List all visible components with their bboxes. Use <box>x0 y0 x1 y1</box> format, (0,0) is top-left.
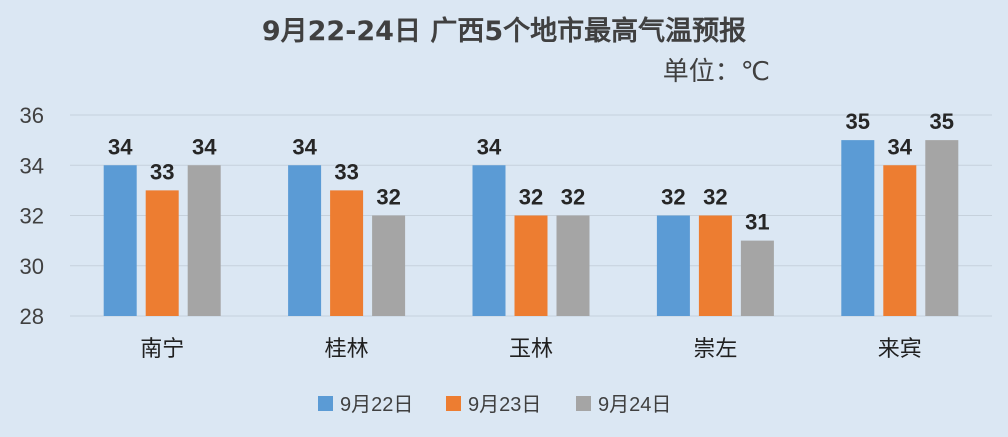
data-label: 34 <box>108 134 133 159</box>
y-tick-label: 34 <box>20 153 44 178</box>
bar <box>145 190 179 316</box>
bar <box>514 215 548 316</box>
bar <box>740 240 774 316</box>
y-tick-label: 28 <box>20 304 44 329</box>
legend-label: 9月24日 <box>598 394 671 416</box>
data-label: 32 <box>661 185 685 210</box>
x-tick-label: 崇左 <box>693 337 737 362</box>
data-label: 32 <box>561 185 585 210</box>
legend-swatch <box>318 396 333 411</box>
bar <box>698 215 732 316</box>
x-axis-ticks: 南宁 桂林 玉林 崇左 来宾 <box>140 337 922 362</box>
chart-title: 9月22-24日 广西5个地市最高气温预报 <box>262 15 746 47</box>
bar <box>883 165 917 316</box>
data-label: 31 <box>745 210 769 235</box>
bar <box>330 190 364 316</box>
data-labels: 34 33 34 34 33 32 34 32 32 32 32 31 35 34 35 <box>108 109 954 235</box>
bar <box>288 165 322 316</box>
x-tick-label: 桂林 <box>325 337 369 362</box>
legend-label: 9月23日 <box>468 394 541 416</box>
y-axis-ticks: 28 30 32 34 36 <box>20 103 44 329</box>
data-label: 35 <box>846 109 870 134</box>
legend-swatch <box>446 396 461 411</box>
x-tick-label: 来宾 <box>878 337 922 362</box>
bar <box>372 215 406 316</box>
y-tick-label: 30 <box>20 254 44 279</box>
bar <box>472 165 506 316</box>
bar <box>925 140 959 316</box>
data-label: 33 <box>334 159 358 184</box>
data-label: 34 <box>888 134 913 159</box>
unit-label: 单位：℃ <box>663 57 770 87</box>
x-tick-label: 南宁 <box>140 337 184 362</box>
data-label: 32 <box>703 185 727 210</box>
bar <box>841 140 875 316</box>
legend-label: 9月22日 <box>340 394 413 416</box>
data-label: 33 <box>150 159 174 184</box>
x-tick-label: 玉林 <box>509 337 553 362</box>
legend-swatch <box>576 396 591 411</box>
data-label: 34 <box>292 134 317 159</box>
bars <box>103 140 959 316</box>
bar <box>656 215 690 316</box>
data-label: 34 <box>477 134 502 159</box>
data-label: 35 <box>930 109 954 134</box>
data-label: 34 <box>192 134 217 159</box>
y-tick-label: 36 <box>20 103 44 128</box>
bar <box>187 165 221 316</box>
bar <box>556 215 590 316</box>
legend: 9月22日 9月23日 9月24日 <box>318 394 671 416</box>
bar <box>103 165 137 316</box>
y-tick-label: 32 <box>20 204 44 229</box>
data-label: 32 <box>376 185 400 210</box>
data-label: 32 <box>519 185 543 210</box>
